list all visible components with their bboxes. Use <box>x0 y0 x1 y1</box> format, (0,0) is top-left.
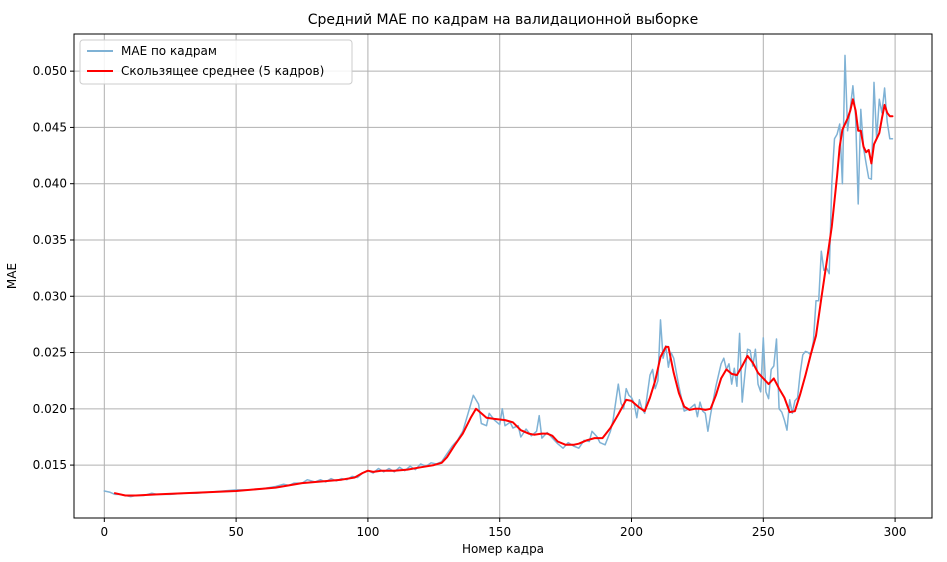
x-tick-label: 0 <box>100 525 108 539</box>
y-axis-ticks: 0.015 0.020 0.025 0.030 0.035 0.040 0.045 0.050 <box>33 64 74 472</box>
legend-label-moving-average: Скользящее среднее (5 кадров) <box>121 64 324 78</box>
x-tick-label: 300 <box>884 525 907 539</box>
y-tick-label: 0.050 <box>33 64 67 78</box>
grid-lines <box>74 34 932 518</box>
x-tick-label: 200 <box>620 525 643 539</box>
y-tick-label: 0.030 <box>33 289 67 303</box>
x-tick-label: 150 <box>488 525 511 539</box>
x-tick-label: 50 <box>228 525 243 539</box>
legend-label-mae: MAE по кадрам <box>121 44 217 58</box>
x-tick-label: 100 <box>356 525 379 539</box>
y-tick-label: 0.040 <box>33 177 67 191</box>
y-tick-label: 0.045 <box>33 120 67 134</box>
x-axis-label: Номер кадра <box>462 542 544 556</box>
y-tick-label: 0.025 <box>33 346 67 360</box>
legend: MAE по кадрам Скользящее среднее (5 кадр… <box>79 39 353 85</box>
series-layer <box>103 54 894 498</box>
x-axis-ticks: 0 50 100 150 200 250 300 <box>100 518 907 539</box>
series-line-moving-average <box>113 98 894 497</box>
legend-box <box>79 39 353 85</box>
y-tick-label: 0.015 <box>33 458 67 472</box>
y-tick-label: 0.035 <box>33 233 67 247</box>
chart-title: Средний MAE по кадрам на валидационной в… <box>308 12 698 28</box>
plot-frame <box>73 33 933 519</box>
y-axis-label: MAE <box>5 263 19 289</box>
y-tick-label: 0.020 <box>33 402 67 416</box>
x-tick-label: 250 <box>752 525 775 539</box>
